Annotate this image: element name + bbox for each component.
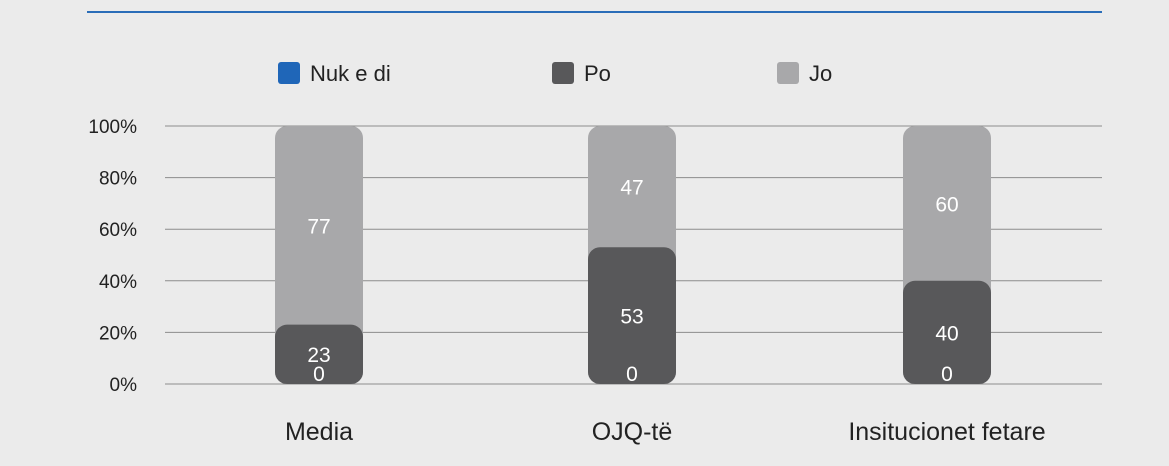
data-label: 0 [941, 363, 953, 386]
category-label: Insitucionet fetare [848, 418, 1045, 446]
y-tick-label: 0% [110, 375, 138, 396]
data-label: 47 [620, 177, 643, 200]
x-axis-categories: Media OJQ-të Insitucionet fetare [285, 418, 1046, 446]
bar-segment [588, 247, 676, 384]
y-tick-label: 20% [99, 323, 137, 344]
data-label: 0 [626, 363, 638, 386]
data-label: 53 [620, 306, 643, 329]
legend-swatch [552, 62, 574, 84]
legend-label: Nuk e di [310, 61, 391, 86]
y-axis-ticks: 0% 20% 40% 60% 80% 100% [88, 117, 137, 396]
y-tick-label: 80% [99, 169, 137, 190]
bar-segment [275, 324, 363, 384]
bars [275, 126, 991, 384]
legend-swatch [777, 62, 799, 84]
data-label: 0 [313, 363, 325, 386]
data-label: 77 [307, 215, 330, 238]
legend-label: Jo [809, 61, 832, 86]
y-tick-label: 100% [88, 117, 137, 138]
y-tick-label: 60% [99, 220, 137, 241]
legend-swatch [278, 62, 300, 84]
category-label: OJQ-të [592, 418, 673, 446]
data-label: 40 [935, 322, 958, 345]
legend: Nuk e di Po Jo [278, 61, 832, 86]
data-label: 60 [935, 193, 958, 216]
data-label: 23 [307, 344, 330, 367]
legend-label: Po [584, 61, 611, 86]
bar-segment [903, 280, 991, 384]
y-tick-label: 40% [99, 272, 137, 293]
bar-segment [275, 126, 363, 384]
category-label: Media [285, 418, 353, 446]
